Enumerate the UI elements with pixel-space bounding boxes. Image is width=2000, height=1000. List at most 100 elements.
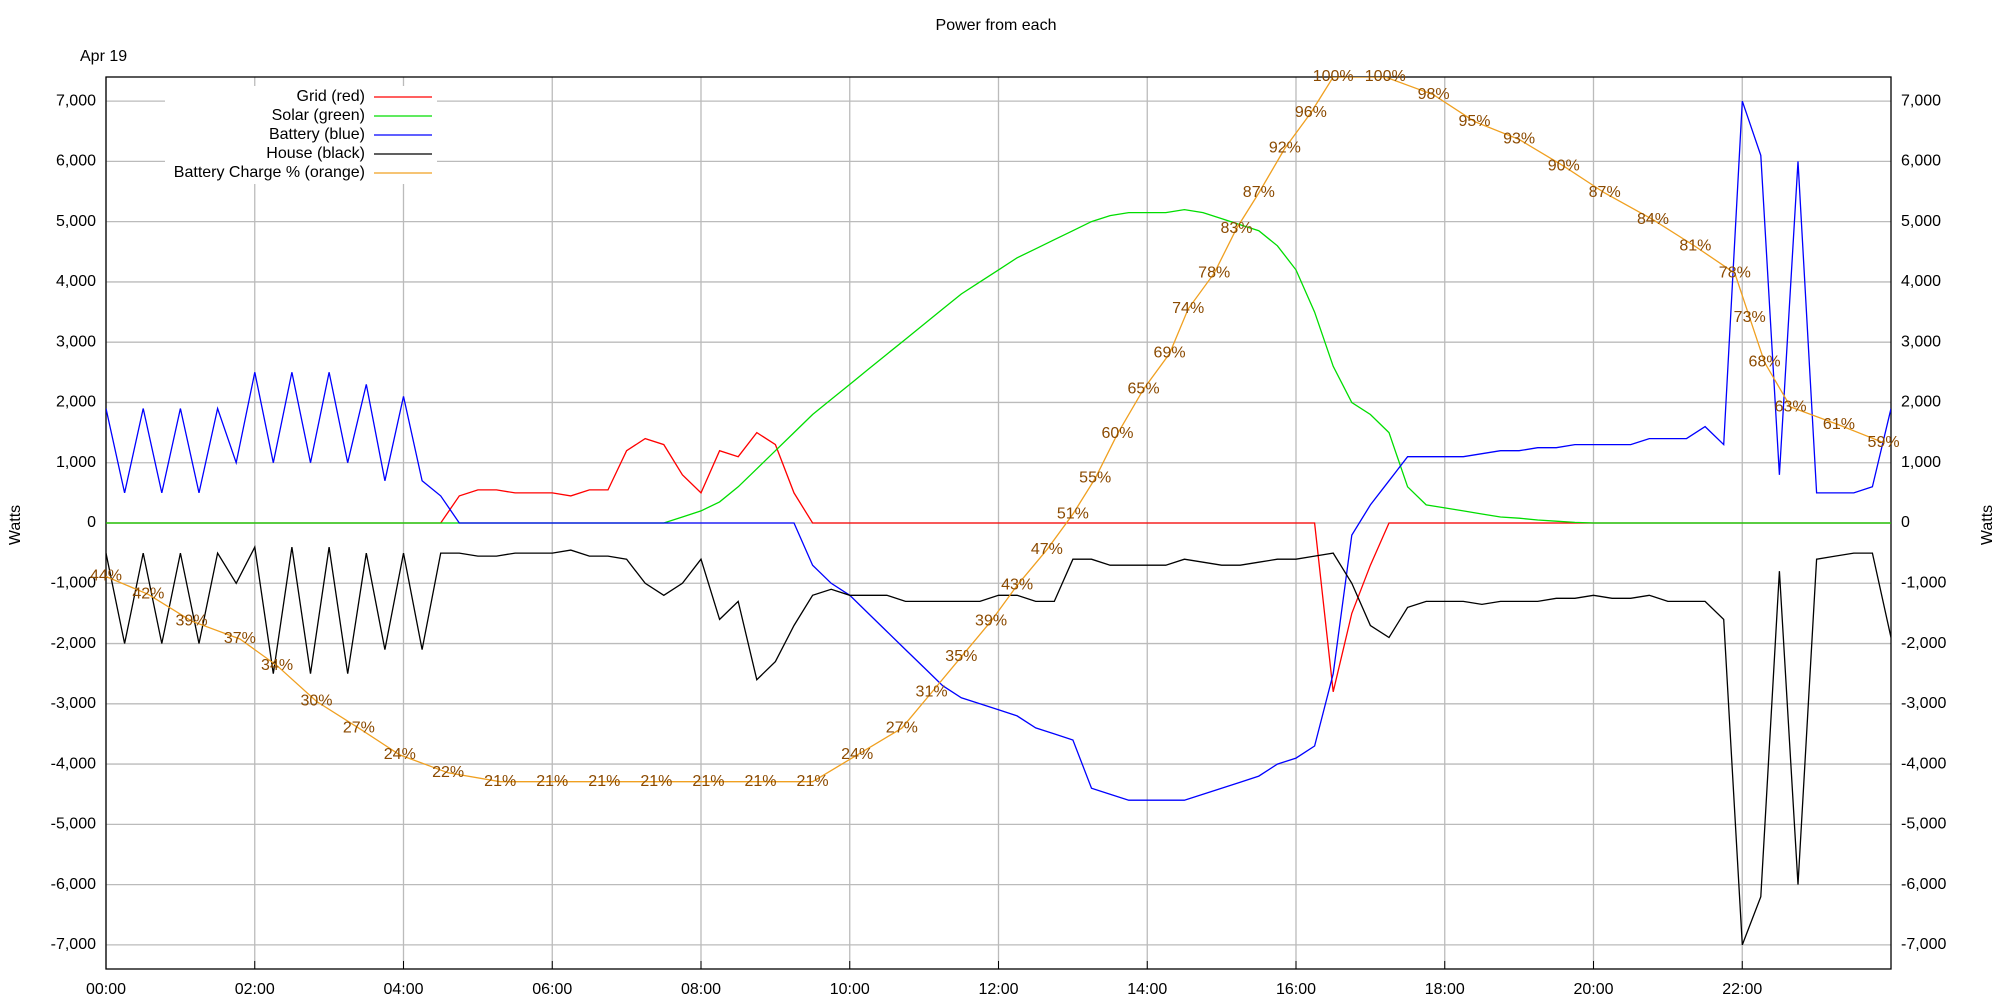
x-tick-label: 22:00 bbox=[1722, 981, 1762, 998]
x-tick-label: 20:00 bbox=[1573, 981, 1613, 998]
y-tick-label: -5,000 bbox=[51, 816, 96, 833]
x-tick-label: 10:00 bbox=[830, 981, 870, 998]
data-label: 34% bbox=[261, 657, 293, 674]
y-tick-label: 5,000 bbox=[56, 213, 96, 230]
data-label: 31% bbox=[916, 684, 948, 701]
data-label: 21% bbox=[484, 773, 516, 790]
data-label: 61% bbox=[1823, 416, 1855, 433]
data-label: 24% bbox=[384, 746, 416, 763]
y-tick-label: 2,000 bbox=[56, 394, 96, 411]
y-tick-label: -1,000 bbox=[51, 574, 96, 591]
data-label: 93% bbox=[1503, 131, 1535, 148]
chart-title: Power from each bbox=[936, 17, 1057, 34]
series-line bbox=[106, 544, 1891, 946]
x-tick-label: 12:00 bbox=[978, 981, 1018, 998]
data-label: 42% bbox=[132, 586, 164, 603]
data-label: 65% bbox=[1128, 380, 1160, 397]
legend-label: Battery (blue) bbox=[269, 126, 365, 143]
data-label: 21% bbox=[588, 773, 620, 790]
y2-tick-label: 0 bbox=[1901, 514, 1910, 531]
legend-label: Grid (red) bbox=[297, 88, 365, 105]
x-tick-label: 04:00 bbox=[383, 981, 423, 998]
legend-label: House (black) bbox=[266, 145, 365, 162]
legend-label: Solar (green) bbox=[272, 107, 365, 124]
y-tick-label: 6,000 bbox=[56, 153, 96, 170]
data-label: 59% bbox=[1868, 434, 1900, 451]
data-label: 24% bbox=[841, 746, 873, 763]
x-tick-label: 08:00 bbox=[681, 981, 721, 998]
chart-subtitle: Apr 19 bbox=[80, 48, 127, 65]
data-label: 51% bbox=[1057, 505, 1089, 522]
data-label: 100% bbox=[1365, 68, 1406, 85]
y-tick-label: -7,000 bbox=[51, 936, 96, 953]
data-label: 74% bbox=[1172, 300, 1204, 317]
y2-tick-label: 6,000 bbox=[1901, 153, 1941, 170]
data-label: 27% bbox=[886, 719, 918, 736]
series-line bbox=[106, 100, 1891, 801]
data-label: 92% bbox=[1269, 140, 1301, 157]
data-label: 63% bbox=[1775, 398, 1807, 415]
legend-label: Battery Charge % (orange) bbox=[174, 164, 365, 181]
data-label: 69% bbox=[1154, 345, 1186, 362]
y2-tick-label: -6,000 bbox=[1901, 876, 1946, 893]
y-axis-label: Watts bbox=[7, 505, 24, 545]
y2-axis-label: Watts bbox=[1979, 505, 1996, 545]
data-label: 47% bbox=[1031, 541, 1063, 558]
x-tick-label: 18:00 bbox=[1425, 981, 1465, 998]
y2-tick-label: 1,000 bbox=[1901, 454, 1941, 471]
y-tick-label: 0 bbox=[87, 514, 96, 531]
y2-tick-label: -3,000 bbox=[1901, 695, 1946, 712]
data-label: 83% bbox=[1220, 220, 1252, 237]
y2-tick-label: -2,000 bbox=[1901, 635, 1946, 652]
series-line bbox=[106, 77, 1884, 783]
y2-tick-label: -1,000 bbox=[1901, 574, 1946, 591]
data-label: 37% bbox=[224, 630, 256, 647]
data-label: 68% bbox=[1749, 354, 1781, 371]
x-tick-label: 00:00 bbox=[86, 981, 126, 998]
data-label: 87% bbox=[1243, 184, 1275, 201]
data-label: 78% bbox=[1198, 264, 1230, 281]
data-label: 30% bbox=[300, 693, 332, 710]
data-label: 81% bbox=[1679, 238, 1711, 255]
data-label: 21% bbox=[797, 773, 829, 790]
y-tick-label: 4,000 bbox=[56, 273, 96, 290]
x-tick-label: 06:00 bbox=[532, 981, 572, 998]
data-label: 22% bbox=[432, 764, 464, 781]
x-tick-label: 02:00 bbox=[235, 981, 275, 998]
data-label: 87% bbox=[1589, 184, 1621, 201]
y-tick-label: 7,000 bbox=[56, 92, 96, 109]
data-label: 95% bbox=[1458, 113, 1490, 130]
y-tick-label: -6,000 bbox=[51, 876, 96, 893]
y2-tick-label: -5,000 bbox=[1901, 816, 1946, 833]
y2-tick-label: 2,000 bbox=[1901, 394, 1941, 411]
data-label: 27% bbox=[343, 719, 375, 736]
y2-tick-label: 7,000 bbox=[1901, 92, 1941, 109]
y-tick-label: 1,000 bbox=[56, 454, 96, 471]
data-label: 96% bbox=[1295, 104, 1327, 121]
data-label: 35% bbox=[945, 648, 977, 665]
data-label: 55% bbox=[1079, 470, 1111, 487]
data-label: 39% bbox=[176, 612, 208, 629]
y2-tick-label: 5,000 bbox=[1901, 213, 1941, 230]
data-label: 21% bbox=[640, 773, 672, 790]
data-label: 84% bbox=[1637, 211, 1669, 228]
data-label: 43% bbox=[1001, 577, 1033, 594]
data-label: 39% bbox=[975, 612, 1007, 629]
y-tick-label: -4,000 bbox=[51, 755, 96, 772]
data-label: 100% bbox=[1313, 68, 1354, 85]
y2-tick-label: 4,000 bbox=[1901, 273, 1941, 290]
data-label: 21% bbox=[692, 773, 724, 790]
data-label: 60% bbox=[1101, 425, 1133, 442]
data-label: 21% bbox=[744, 773, 776, 790]
data-label: 21% bbox=[536, 773, 568, 790]
data-label: 73% bbox=[1734, 309, 1766, 326]
y-tick-label: -3,000 bbox=[51, 695, 96, 712]
data-label: 44% bbox=[90, 568, 122, 585]
x-tick-label: 14:00 bbox=[1127, 981, 1167, 998]
data-label: 90% bbox=[1548, 157, 1580, 174]
y2-tick-label: -7,000 bbox=[1901, 936, 1946, 953]
y-tick-label: 3,000 bbox=[56, 333, 96, 350]
data-label: 98% bbox=[1418, 86, 1450, 103]
data-label: 78% bbox=[1719, 264, 1751, 281]
